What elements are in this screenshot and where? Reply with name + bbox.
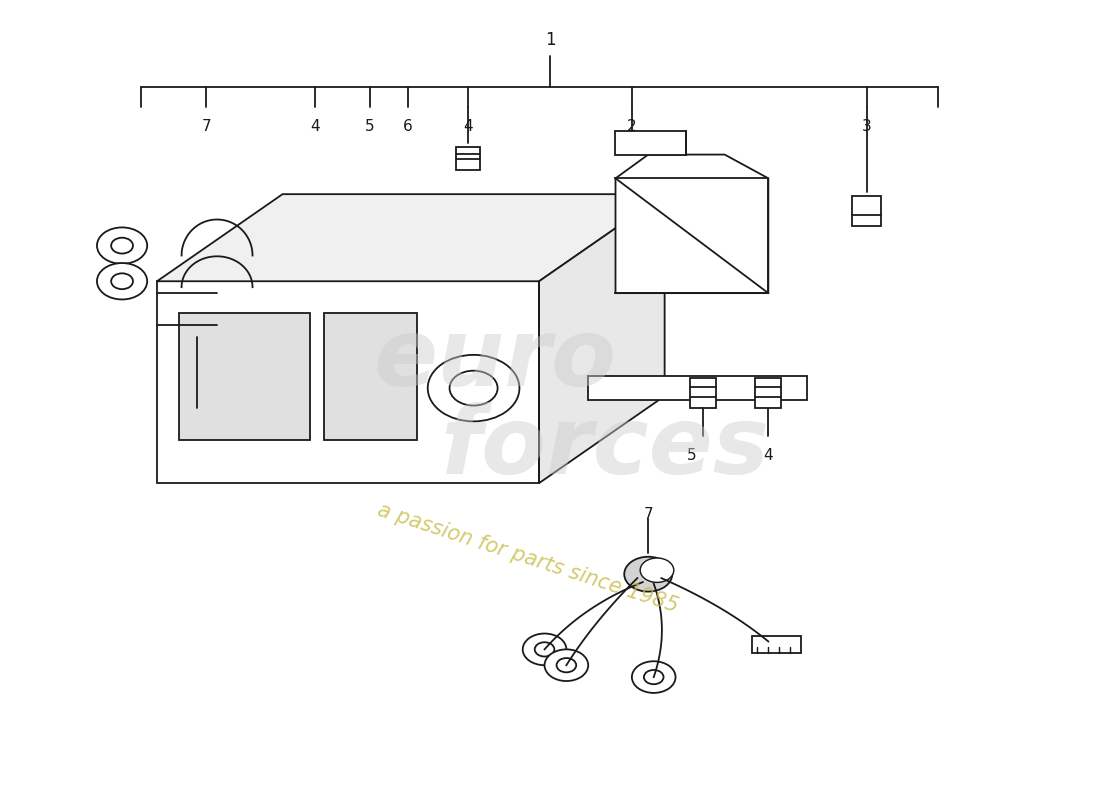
Text: forces: forces <box>440 402 769 494</box>
Circle shape <box>97 227 147 264</box>
Circle shape <box>522 634 566 666</box>
Bar <box>852 196 881 226</box>
Polygon shape <box>616 154 768 293</box>
Text: 4: 4 <box>463 119 473 134</box>
Circle shape <box>97 263 147 299</box>
Text: 4: 4 <box>310 119 320 134</box>
Text: 7: 7 <box>201 119 211 134</box>
Circle shape <box>544 650 588 681</box>
Bar <box>690 378 716 408</box>
Polygon shape <box>157 282 539 483</box>
Bar <box>324 313 417 439</box>
Bar <box>456 146 480 170</box>
Polygon shape <box>157 194 664 282</box>
Polygon shape <box>539 194 664 483</box>
Text: 2: 2 <box>627 119 637 134</box>
Text: 5: 5 <box>688 447 696 462</box>
Text: euro: euro <box>374 314 617 406</box>
Circle shape <box>631 662 675 693</box>
Text: 6: 6 <box>404 119 412 134</box>
Text: 4: 4 <box>763 447 773 462</box>
Circle shape <box>640 558 674 582</box>
Circle shape <box>624 557 672 591</box>
Text: a passion for parts since 1985: a passion for parts since 1985 <box>375 500 681 617</box>
Polygon shape <box>588 376 806 400</box>
Polygon shape <box>616 131 686 154</box>
Circle shape <box>428 355 519 422</box>
Bar <box>179 313 310 439</box>
Text: 5: 5 <box>365 119 375 134</box>
Text: 7: 7 <box>644 507 653 522</box>
Bar <box>756 378 781 408</box>
Text: 1: 1 <box>544 31 556 50</box>
Bar <box>752 636 801 654</box>
Text: 3: 3 <box>861 119 871 134</box>
